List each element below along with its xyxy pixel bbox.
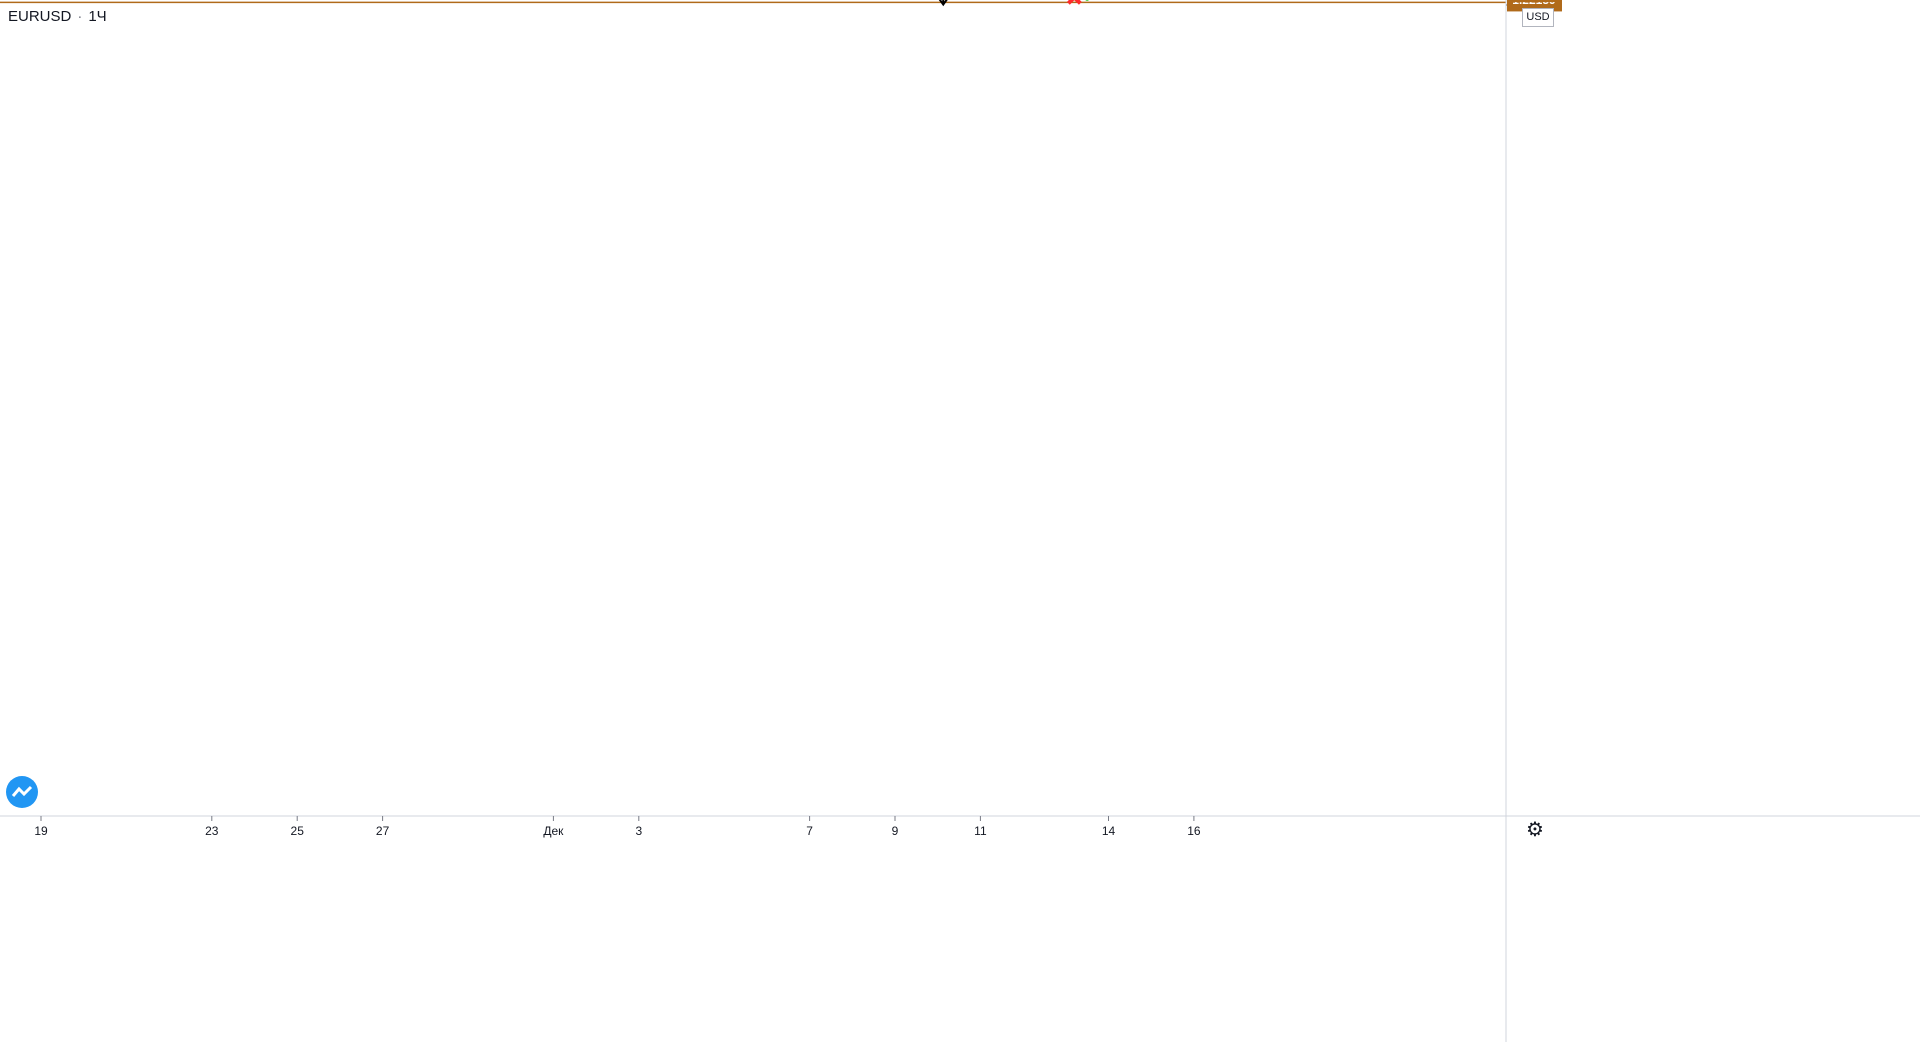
time-tick-label: 16	[1187, 824, 1201, 838]
plot-area[interactable]: 1.221591.217461.199851.19317	[0, 0, 1506, 7]
target-anchor-dot	[1085, 0, 1089, 1]
time-tick-label: Дек	[543, 824, 564, 838]
level-price-label: 1.21746	[1512, 0, 1556, 1]
time-tick-label: 11	[974, 824, 987, 838]
level-label-badge	[1507, 0, 1562, 3]
currency-unit-button[interactable]: USD	[1522, 8, 1554, 27]
time-tick-label: 3	[635, 824, 642, 838]
symbol-title[interactable]: EURUSD · 1Ч	[8, 8, 107, 25]
level-price-label: 1.22159	[1512, 0, 1556, 7]
time-tick-label: 27	[376, 824, 390, 838]
time-tick-label: 14	[1102, 824, 1116, 838]
time-tick-label: 25	[291, 824, 305, 838]
time-tick-label: 7	[806, 824, 813, 838]
down-arrow-icon	[938, 0, 948, 7]
time-tick-label: 23	[205, 824, 219, 838]
tradingview-logo-icon[interactable]	[6, 776, 38, 808]
title-separator: ·	[77, 8, 83, 25]
time-tick-label: 9	[892, 824, 899, 838]
cross-icon	[1066, 0, 1082, 5]
symbol-name: EURUSD	[8, 8, 72, 25]
time-tick-label: 19	[34, 824, 48, 838]
level-label-badge	[1507, 0, 1562, 8]
interval-label: 1Ч	[88, 8, 107, 25]
gear-icon[interactable]: ⚙	[1526, 819, 1544, 841]
price-axis[interactable]: 1.226001.220001.218001.216001.214001.212…	[1505, 0, 1562, 1042]
time-axis[interactable]: 19 23 25 27 Дек 3 7 9 11 14 16	[0, 815, 1920, 838]
